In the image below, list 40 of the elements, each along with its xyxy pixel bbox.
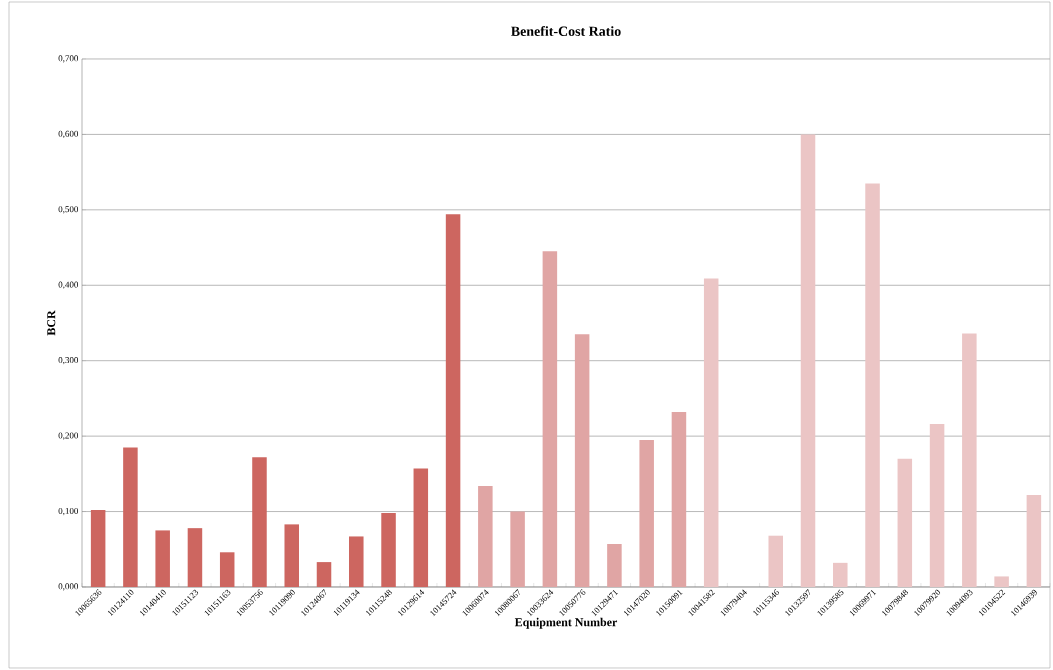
bar	[1026, 494, 1042, 587]
bar	[800, 134, 816, 587]
bar	[929, 424, 945, 587]
y-tick-label: 0,500	[58, 206, 79, 214]
x-axis-title: Equipment Number	[514, 617, 618, 629]
y-tick-label: 0,700	[58, 55, 79, 63]
bar	[155, 530, 170, 587]
bar	[284, 524, 299, 587]
bar	[833, 562, 848, 587]
y-tick-label: 0,600	[58, 130, 79, 139]
bar	[703, 278, 719, 587]
bar	[316, 562, 332, 587]
y-tick-label: 0,200	[58, 432, 79, 440]
bar	[187, 528, 203, 587]
y-tick-label: 0,300	[58, 357, 79, 365]
bar	[994, 576, 1009, 587]
bar	[574, 334, 590, 587]
bar	[381, 513, 396, 587]
bar	[252, 457, 267, 587]
bar	[90, 510, 106, 587]
bar	[542, 251, 558, 587]
bar	[671, 411, 687, 587]
y-tick-label: 0,000	[58, 583, 79, 591]
y-axis-title: BCR	[47, 310, 56, 336]
bar	[510, 511, 525, 587]
bar	[445, 214, 461, 587]
bar	[639, 439, 654, 587]
bar	[219, 552, 235, 587]
y-tick-label: 0,400	[58, 281, 79, 289]
bar	[897, 458, 913, 587]
bar	[768, 535, 783, 587]
bar	[123, 447, 138, 587]
bar	[607, 543, 622, 587]
bar	[962, 333, 977, 587]
bar	[478, 485, 493, 587]
bar	[865, 183, 880, 587]
chart-title: Benefit-Cost Ratio	[511, 26, 621, 36]
bar	[349, 536, 364, 587]
bar	[413, 468, 429, 587]
y-tick-label: 0,100	[58, 507, 79, 516]
